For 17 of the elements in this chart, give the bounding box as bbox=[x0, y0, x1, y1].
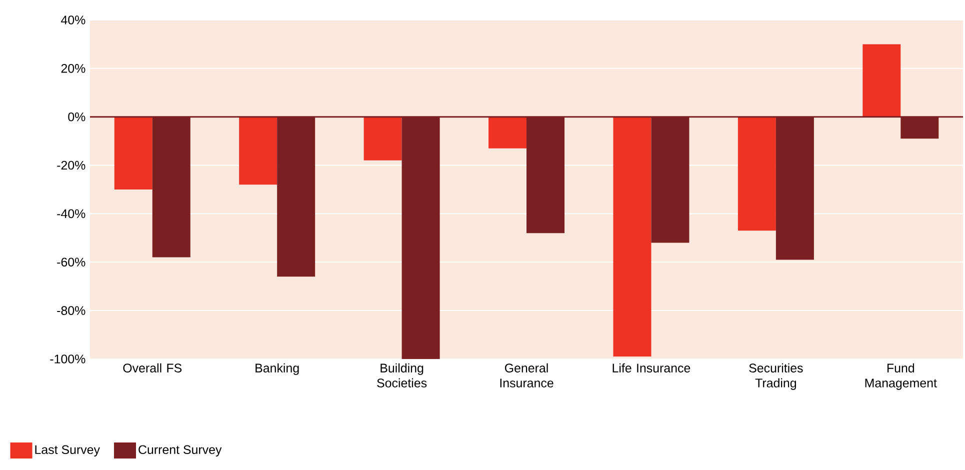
x-tick-label: Fund Management bbox=[865, 363, 937, 390]
legend-label: Last Survey bbox=[35, 445, 100, 457]
x-tick-label: Building Societies bbox=[377, 363, 427, 388]
y-tick-label: -20% bbox=[57, 160, 86, 170]
legend-label: Current Survey bbox=[138, 445, 222, 457]
x-tick-label: Securities Trading bbox=[749, 363, 803, 390]
y-tick-label: -80% bbox=[57, 306, 86, 315]
y-tick-label: 20% bbox=[61, 64, 86, 73]
y-tick-label: 0% bbox=[68, 112, 86, 122]
x-tick-label: Banking bbox=[256, 363, 299, 375]
y-tick-label: -100% bbox=[50, 354, 86, 364]
y-tick-label: -60% bbox=[57, 258, 86, 267]
x-tick-label: Life Insurance bbox=[612, 363, 690, 372]
x-tick-label: General Insurance bbox=[500, 363, 554, 388]
y-tick-label: 40% bbox=[61, 16, 86, 24]
y-tick-label: -40% bbox=[57, 209, 86, 218]
x-tick-label: Overall FS bbox=[123, 363, 182, 372]
